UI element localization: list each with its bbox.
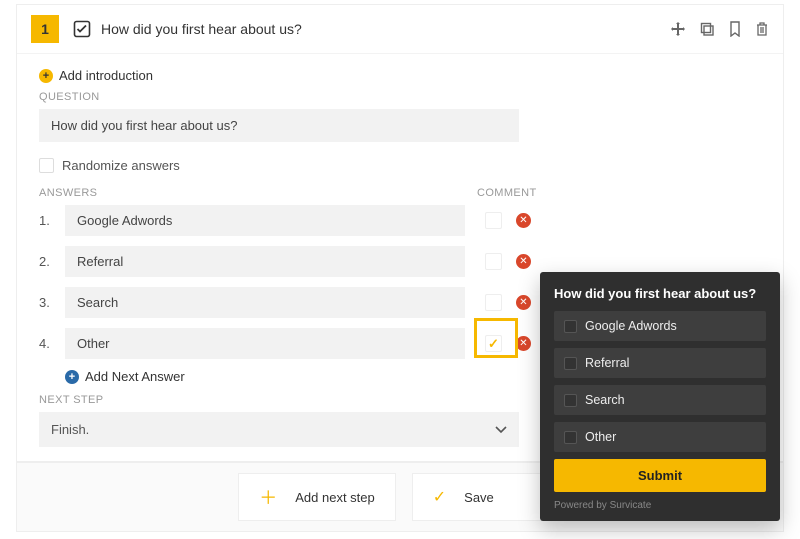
answer-number: 2.: [39, 254, 65, 269]
next-step-value: Finish.: [51, 422, 89, 437]
plus-icon: +: [65, 370, 79, 384]
preview-option-label: Google Adwords: [585, 319, 677, 333]
answers-header: ANSWERS COMMENT: [39, 187, 761, 199]
trash-icon[interactable]: [755, 21, 769, 37]
delete-answer-button[interactable]: ✕: [516, 336, 531, 351]
answer-text-input[interactable]: [65, 287, 465, 318]
header-actions: [670, 21, 769, 37]
preview-powered-by: Powered by Survicate: [554, 500, 766, 511]
preview-option[interactable]: Search: [554, 385, 766, 415]
survey-preview: How did you first hear about us? Google …: [540, 272, 780, 521]
answer-number: 3.: [39, 295, 65, 310]
option-checkbox-icon: [564, 431, 577, 444]
plus-icon: ＋: [259, 484, 277, 510]
comment-checkbox[interactable]: [485, 253, 502, 270]
bookmark-icon[interactable]: [729, 21, 741, 37]
copy-icon[interactable]: [700, 22, 715, 37]
randomize-row: Randomize answers: [39, 158, 761, 173]
checkbox-question-icon: [73, 20, 91, 38]
add-next-answer-label: Add Next Answer: [85, 369, 185, 384]
delete-answer-button[interactable]: ✕: [516, 213, 531, 228]
preview-option[interactable]: Google Adwords: [554, 311, 766, 341]
delete-answer-button[interactable]: ✕: [516, 295, 531, 310]
comment-checkbox[interactable]: [485, 294, 502, 311]
check-icon: ✓: [433, 487, 446, 507]
next-step-select[interactable]: Finish.: [39, 412, 519, 447]
preview-option-label: Search: [585, 393, 625, 407]
delete-answer-button[interactable]: ✕: [516, 254, 531, 269]
chevron-down-icon: [495, 422, 507, 437]
option-checkbox-icon: [564, 394, 577, 407]
add-introduction-label: Add introduction: [59, 68, 153, 83]
answer-text-input[interactable]: [65, 328, 465, 359]
add-next-step-button[interactable]: ＋ Add next step: [238, 473, 396, 521]
add-introduction-button[interactable]: + Add introduction: [39, 68, 761, 83]
question-section-label: QUESTION: [39, 91, 761, 103]
comment-checkbox[interactable]: [485, 212, 502, 229]
question-text-input[interactable]: [39, 109, 519, 142]
randomize-label: Randomize answers: [62, 158, 180, 173]
move-icon[interactable]: [670, 21, 686, 37]
option-checkbox-icon: [564, 357, 577, 370]
comment-checkbox[interactable]: [485, 335, 502, 352]
answer-number: 4.: [39, 336, 65, 351]
question-number-badge: 1: [31, 15, 59, 43]
answer-text-input[interactable]: [65, 205, 465, 236]
preview-option-label: Other: [585, 430, 616, 444]
plus-icon: +: [39, 69, 53, 83]
comment-label: COMMENT: [469, 187, 537, 199]
preview-option[interactable]: Other: [554, 422, 766, 452]
answer-text-input[interactable]: [65, 246, 465, 277]
randomize-checkbox[interactable]: [39, 158, 54, 173]
question-title: How did you first hear about us?: [101, 21, 670, 37]
option-checkbox-icon: [564, 320, 577, 333]
preview-option-label: Referral: [585, 356, 629, 370]
save-label: Save: [464, 490, 494, 505]
preview-option[interactable]: Referral: [554, 348, 766, 378]
preview-question-title: How did you first hear about us?: [554, 286, 766, 301]
preview-submit-button[interactable]: Submit: [554, 459, 766, 492]
answer-number: 1.: [39, 213, 65, 228]
preview-options-list: Google Adwords Referral Search Other: [554, 311, 766, 452]
answers-label: ANSWERS: [39, 187, 469, 199]
add-next-step-label: Add next step: [295, 490, 375, 505]
answer-row: 1. ✕: [39, 205, 761, 236]
question-header: 1 How did you first hear about us?: [17, 5, 783, 54]
